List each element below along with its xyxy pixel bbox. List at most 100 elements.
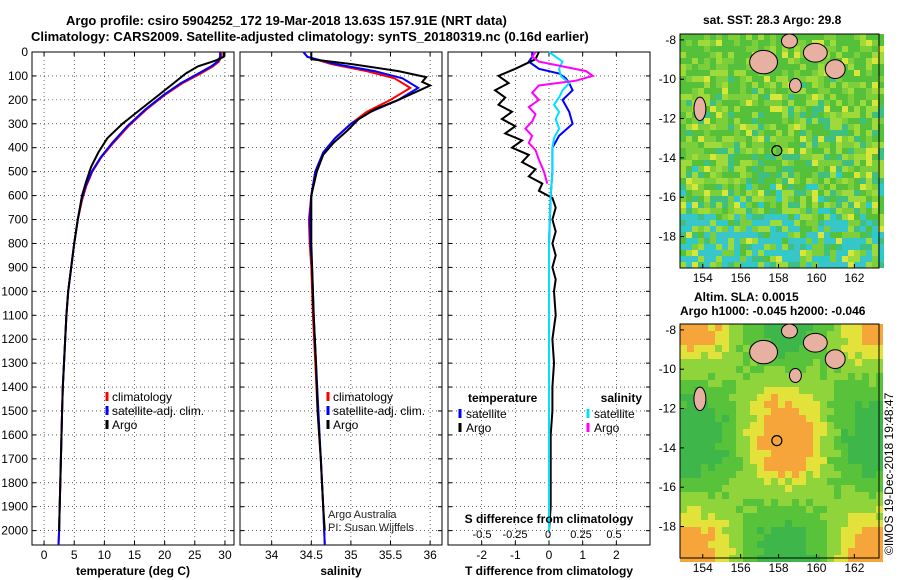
map-cell <box>746 238 752 244</box>
map-cell <box>734 190 740 196</box>
map-cell <box>872 100 878 106</box>
map-cell <box>770 208 776 214</box>
map-cell <box>728 40 734 46</box>
map-cell <box>860 220 866 226</box>
map-cell <box>710 202 716 208</box>
map-cell <box>746 94 752 100</box>
map-cell <box>764 196 770 202</box>
map-cell <box>799 338 806 345</box>
map-cell <box>680 541 687 548</box>
map-cell <box>800 190 806 196</box>
x-tick-label: 10 <box>98 548 112 562</box>
map-cell <box>866 172 872 178</box>
map-cell <box>806 82 812 88</box>
map-cell <box>799 436 806 443</box>
map-cell <box>722 142 728 148</box>
map-cell <box>812 124 818 130</box>
map-cell <box>866 226 872 232</box>
map-cell <box>785 345 792 352</box>
map-cell <box>806 373 813 380</box>
map-cell <box>710 40 716 46</box>
map-cell <box>854 178 860 184</box>
map-cell <box>806 513 813 520</box>
map-cell <box>824 190 830 196</box>
map-cell <box>782 70 788 76</box>
map-cell <box>728 112 734 118</box>
map-cell <box>820 464 827 471</box>
map-cell <box>770 82 776 88</box>
map-cell <box>799 408 806 415</box>
map-cell <box>722 76 728 82</box>
map-cell <box>848 46 854 52</box>
map-cell <box>757 324 764 331</box>
map-cell <box>746 40 752 46</box>
figure-title-line1: Argo profile: csiro 5904252_172 19-Mar-2… <box>66 13 507 28</box>
map-cell <box>729 513 736 520</box>
map-cell <box>758 202 764 208</box>
map-cell <box>743 464 750 471</box>
map-cell <box>806 387 813 394</box>
map-cell <box>782 178 788 184</box>
depth-tick-label: 100 <box>8 69 28 83</box>
map-cell <box>848 196 854 202</box>
map-cell <box>771 457 778 464</box>
map-cell <box>701 541 708 548</box>
map-cell <box>715 394 722 401</box>
map-cell <box>764 436 771 443</box>
map-cell <box>715 352 722 359</box>
map-cell <box>710 214 716 220</box>
map-cell <box>841 485 848 492</box>
map-cell <box>764 422 771 429</box>
temperature-axes-frame <box>31 51 235 546</box>
series-line-argo <box>310 52 433 531</box>
map-cell <box>860 52 866 58</box>
annotation-line1: Argo Australia <box>328 509 397 521</box>
map-cell <box>869 450 876 457</box>
map-cell <box>704 82 710 88</box>
map-cell <box>794 244 800 250</box>
map-cell <box>841 338 848 345</box>
map-cell <box>776 256 782 262</box>
x-tick-label: 2 <box>613 548 620 562</box>
map-cell <box>715 422 722 429</box>
map-cell <box>866 136 872 142</box>
map-cell <box>872 34 878 40</box>
map-cell <box>734 64 740 70</box>
map-cell <box>854 76 860 82</box>
map-cell <box>746 160 752 166</box>
map-cell <box>862 457 869 464</box>
map-cell <box>680 160 686 166</box>
map-cell <box>866 190 872 196</box>
map-cell <box>785 485 792 492</box>
map-cell <box>800 70 806 76</box>
map-cell <box>708 499 715 506</box>
map-cell <box>878 226 884 232</box>
map-cell <box>710 148 716 154</box>
map-cell <box>694 380 701 387</box>
map-cell <box>848 324 855 331</box>
map-cell <box>862 359 869 366</box>
map-cell <box>752 208 758 214</box>
map-cell <box>778 443 785 450</box>
map-cell <box>818 40 824 46</box>
map-cell <box>692 202 698 208</box>
map-cell <box>848 118 854 124</box>
map-cell <box>722 196 728 202</box>
map-cell <box>812 130 818 136</box>
map-cell <box>729 366 736 373</box>
map-cell <box>792 394 799 401</box>
map-cell <box>855 380 862 387</box>
map-cell <box>848 401 855 408</box>
map-cell <box>694 485 701 492</box>
map-cell <box>800 220 806 226</box>
map-cell <box>812 106 818 112</box>
map-cell <box>710 52 716 58</box>
map-cell <box>872 178 878 184</box>
map-cell <box>758 34 764 40</box>
map-cell <box>812 262 818 268</box>
map-cell <box>799 506 806 513</box>
map-cell <box>716 208 722 214</box>
map-cell <box>698 244 704 250</box>
map-cell <box>776 214 782 220</box>
map-cell <box>757 443 764 450</box>
